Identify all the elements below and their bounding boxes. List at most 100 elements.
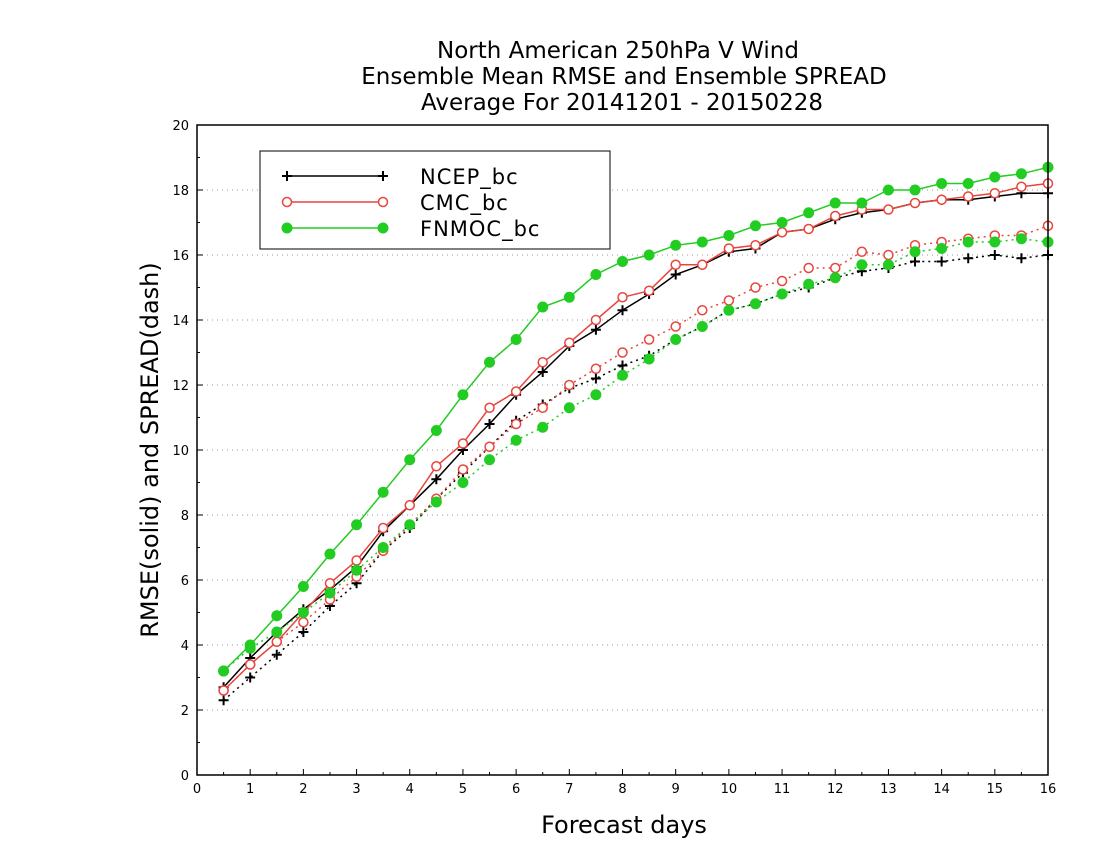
y-tick-label-16: 16 (172, 249, 189, 264)
point-cmc-bc-rmse-30 (1016, 181, 1027, 192)
point-fnmoc-bc-rmse-14 (590, 269, 602, 280)
point-fnmoc-bc-rmse-15 (617, 256, 628, 267)
y-tick-label-2: 2 (181, 704, 189, 719)
point-fnmoc-bc-rmse-5 (351, 519, 363, 531)
point-fnmoc-bc-spread-30 (1015, 233, 1027, 245)
y-tick-label-20: 20 (172, 119, 189, 134)
point-cmc-bc-rmse-5 (351, 555, 362, 566)
y-tick-label-6: 6 (181, 574, 189, 589)
point-fnmoc-bc-rmse-4 (324, 548, 336, 560)
point-fnmoc-bc-spread-4 (324, 587, 336, 599)
point-fnmoc-bc-spread-0 (218, 665, 230, 677)
point-fnmoc-bc-rmse-18 (696, 236, 708, 248)
point-fnmoc-bc-rmse-26 (909, 184, 921, 196)
point-fnmoc-bc-rmse-17 (670, 239, 682, 251)
point-cmc-bc-spread-24 (856, 246, 868, 257)
point-cmc-bc-rmse-6 (377, 522, 389, 534)
point-cmc-bc-rmse-17 (670, 259, 681, 270)
point-fnmoc-bc-spread-7 (404, 519, 416, 531)
point-fnmoc-bc-rmse-12 (537, 301, 549, 313)
point-fnmoc-bc-rmse-2 (271, 610, 283, 622)
point-cmc-bc-rmse-19 (723, 243, 735, 254)
legend-marker-left-ncep-bc (282, 171, 292, 181)
point-fnmoc-bc-spread-26 (909, 246, 921, 258)
point-fnmoc-bc-rmse-28 (962, 178, 974, 189)
point-cmc-bc-rmse-16 (643, 285, 655, 296)
point-fnmoc-bc-spread-16 (643, 353, 655, 365)
point-ncep-bc-spread-2 (271, 649, 282, 660)
point-fnmoc-bc-spread-11 (510, 434, 522, 446)
point-cmc-bc-rmse-18 (697, 259, 708, 270)
series-ncep-bc-rmse-line (223, 192, 1048, 688)
point-cmc-bc-spread-21 (776, 275, 788, 287)
gridlines (197, 189, 1048, 711)
point-cmc-bc-spread-18 (697, 305, 708, 316)
x-tick-label-10: 10 (721, 782, 738, 797)
y-tick-label-12: 12 (172, 379, 189, 394)
x-tick-label-6: 6 (512, 782, 520, 797)
x-tick-label-4: 4 (406, 782, 414, 797)
point-cmc-bc-rmse-21 (776, 227, 788, 238)
x-tick-label-14: 14 (933, 782, 950, 797)
point-cmc-bc-spread-12 (537, 402, 548, 413)
x-axis-label: Forecast days (541, 811, 707, 839)
point-cmc-bc-spread-19 (723, 295, 735, 306)
point-cmc-bc-rmse-7 (404, 500, 415, 511)
point-fnmoc-bc-spread-29 (989, 236, 1001, 248)
point-fnmoc-bc-spread-23 (829, 272, 841, 284)
point-cmc-bc-spread-22 (803, 262, 814, 274)
series-cmc-bc-rmse-line (223, 182, 1049, 692)
x-tick-label-12: 12 (827, 782, 844, 797)
point-cmc-bc-spread-14 (590, 363, 602, 374)
point-cmc-bc-spread-2 (271, 636, 283, 647)
point-fnmoc-bc-spread-27 (936, 243, 948, 254)
point-fnmoc-bc-spread-20 (749, 298, 761, 310)
x-tick-label-7: 7 (565, 782, 573, 797)
chart-title: North American 250hPa V Wind Ensemble Me… (361, 38, 886, 116)
point-cmc-bc-rmse-8 (431, 461, 442, 472)
point-fnmoc-bc-spread-17 (670, 334, 682, 345)
point-fnmoc-bc-spread-12 (537, 421, 549, 433)
legend-marker-right-cmc-bc (377, 196, 389, 208)
point-fnmoc-bc-spread-25 (882, 259, 894, 271)
point-fnmoc-bc-rmse-21 (776, 217, 788, 228)
point-ncep-bc-rmse-14 (590, 324, 601, 335)
point-fnmoc-bc-spread-22 (803, 278, 815, 290)
point-cmc-bc-rmse-25 (883, 204, 894, 215)
title-line-1: North American 250hPa V Wind (437, 38, 799, 64)
point-cmc-bc-rmse-11 (510, 386, 522, 397)
legend-label-cmc-bc: CMC_bc (420, 191, 509, 216)
point-fnmoc-bc-spread-6 (377, 542, 389, 553)
x-tick-label-1: 1 (246, 782, 254, 797)
point-fnmoc-bc-spread-5 (351, 564, 363, 576)
point-fnmoc-bc-spread-19 (723, 304, 735, 316)
point-fnmoc-bc-rmse-10 (484, 356, 496, 368)
point-cmc-bc-rmse-15 (617, 292, 628, 303)
point-fnmoc-bc-spread-10 (484, 454, 496, 466)
legend-marker-right-fnmoc-bc (377, 222, 389, 234)
point-cmc-bc-spread-3 (298, 617, 309, 628)
point-ncep-bc-rmse-12 (537, 367, 548, 377)
point-cmc-bc-spread-0 (218, 685, 229, 696)
point-ncep-bc-spread-30 (1016, 253, 1027, 264)
point-fnmoc-bc-spread-8 (430, 496, 442, 508)
y-tick-label-4: 4 (181, 639, 189, 654)
point-ncep-bc-rmse-10 (484, 419, 495, 429)
y-axis-label: RMSE(solid) and SPREAD(dash) (136, 262, 164, 638)
point-fnmoc-bc-rmse-25 (882, 184, 894, 196)
point-cmc-bc-spread-23 (830, 262, 841, 274)
point-cmc-bc-rmse-29 (989, 188, 1001, 199)
point-cmc-bc-spread-11 (510, 418, 522, 430)
x-tick-label-11: 11 (774, 782, 791, 797)
point-ncep-bc-rmse-17 (670, 269, 681, 280)
point-fnmoc-bc-rmse-3 (297, 581, 309, 592)
point-cmc-bc-spread-17 (670, 321, 681, 332)
point-ncep-bc-spread-3 (298, 627, 309, 637)
point-ncep-bc-spread-0 (218, 695, 229, 706)
point-fnmoc-bc-rmse-29 (989, 171, 1001, 183)
legend-marker-right-ncep-bc (378, 171, 388, 181)
point-fnmoc-bc-spread-3 (297, 607, 309, 618)
point-cmc-bc-rmse-28 (962, 191, 974, 202)
point-fnmoc-bc-spread-9 (457, 477, 469, 488)
